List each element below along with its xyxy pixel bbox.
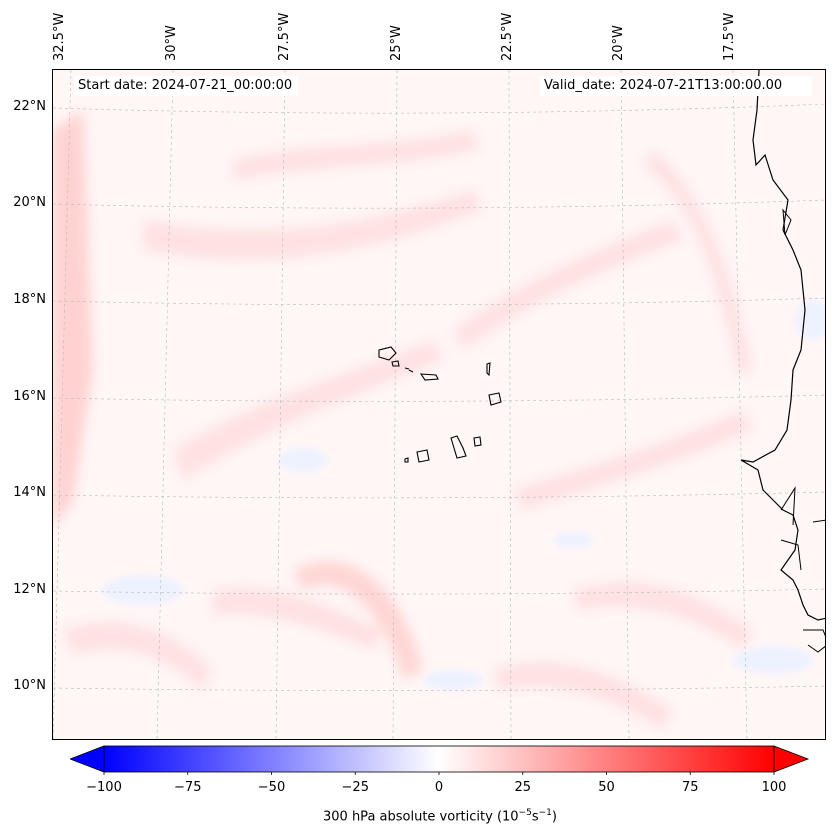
longitude-label: 17.5°W: [722, 12, 737, 61]
vorticity-map: [53, 70, 825, 739]
colorbar-tick-label: 25: [514, 780, 532, 795]
colorbar-tick-label: −100: [86, 780, 122, 795]
vorticity-positive-bands: [53, 110, 753, 730]
cape-verde-islands: [378, 346, 502, 463]
colorbar-tick-label: −25: [341, 780, 369, 795]
colorbar-min-extend: [70, 745, 105, 773]
valid-date-label: Valid_date: 2024-07-21T13:00:00.00: [540, 76, 812, 96]
vorticity-background: [53, 70, 825, 739]
map-panel: [52, 69, 826, 740]
colorbar-tick-label: 0: [434, 780, 444, 795]
vorticity-negative-spots: [103, 300, 825, 690]
colorbar-tick-label: 75: [681, 780, 699, 795]
colorbar-title-prefix: 300 hPa absolute vorticity (10: [323, 809, 519, 825]
latitude-label: 10°N: [13, 678, 46, 693]
latitude-label: 12°N: [13, 582, 46, 597]
colorbar-tick-label: 50: [598, 780, 615, 795]
colorbar-title-exp1: −5: [518, 808, 532, 818]
colorbar-title-exp2: −1: [538, 808, 552, 818]
longitude-label: 32.5°W: [52, 12, 67, 61]
latitude-label: 20°N: [13, 195, 46, 210]
colorbar-gradient: [103, 745, 775, 773]
latitude-label: 16°N: [13, 389, 46, 404]
longitude-label: 20°W: [611, 25, 626, 61]
africa-coastline: [740, 70, 825, 621]
latitude-label: 18°N: [13, 292, 46, 307]
colorbar-title-mid: s: [531, 809, 539, 825]
latitude-label: 22°N: [13, 99, 46, 114]
longitude-label: 27.5°W: [277, 12, 292, 61]
graticule: [53, 70, 825, 739]
colorbar-tick-label: −75: [174, 780, 202, 795]
colorbar: [70, 745, 810, 775]
colorbar-max-extend: [773, 745, 810, 773]
colorbar-title: 300 hPa absolute vorticity (10−5s−1): [0, 808, 837, 824]
colorbar-tick-label: −50: [257, 780, 286, 795]
longitude-label: 30°W: [164, 25, 179, 61]
longitude-label: 25°W: [389, 25, 404, 61]
longitude-label: 22.5°W: [500, 12, 515, 61]
start-date-label: Start date: 2024-07-21_00:00:00: [74, 76, 298, 96]
colorbar-tick-label: 100: [761, 780, 787, 795]
latitude-label: 14°N: [13, 485, 46, 500]
colorbar-title-suffix: ): [551, 809, 557, 825]
coast-detail: [780, 208, 825, 653]
